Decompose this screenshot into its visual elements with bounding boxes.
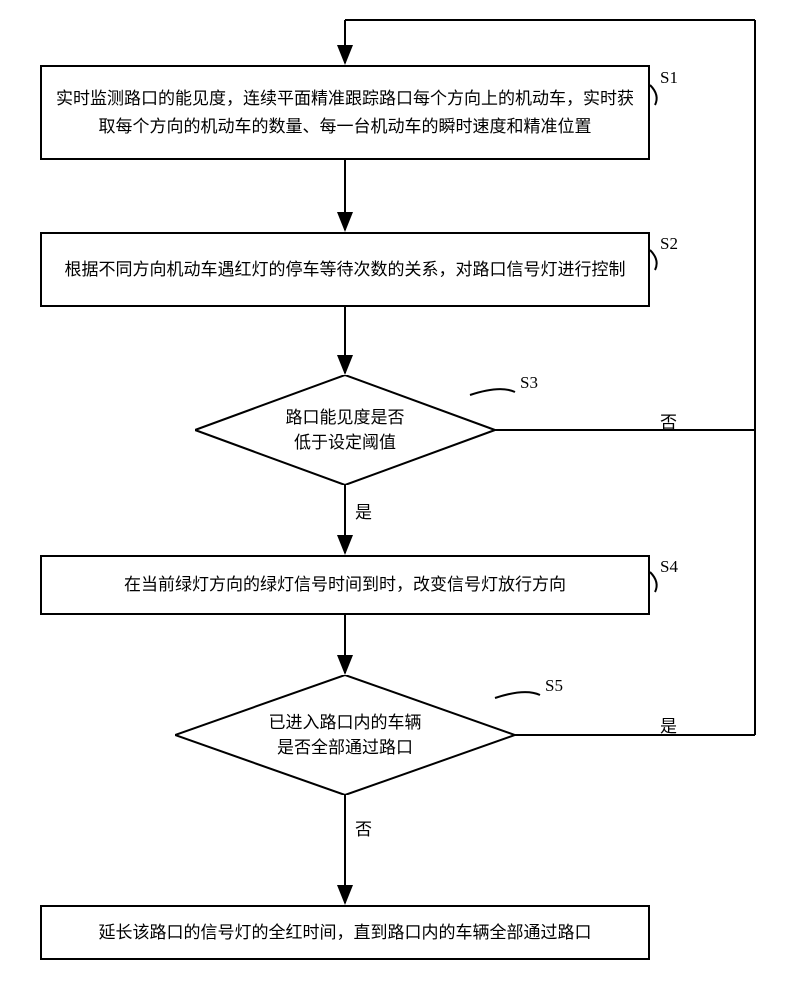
label-s3: S3 — [520, 373, 538, 393]
s3-yes-label: 是 — [355, 498, 372, 523]
process-s2: 根据不同方向机动车遇红灯的停车等待次数的关系，对路口信号灯进行控制 — [40, 232, 650, 307]
label-s2-text: S2 — [660, 234, 678, 253]
label-s5-text: S5 — [545, 676, 563, 695]
s5-no-text: 否 — [355, 820, 372, 839]
decision-s3-text: 路口能见度是否 低于设定阈值 — [286, 405, 405, 456]
s3-no-label: 否 — [660, 408, 677, 433]
flowchart-container: 实时监测路口的能见度，连续平面精准跟踪路口每个方向上的机动车，实时获取每个方向的… — [0, 0, 798, 1000]
s3-no-text: 否 — [660, 413, 677, 432]
decision-s3-text-wrap: 路口能见度是否 低于设定阈值 — [195, 375, 495, 485]
label-s3-text: S3 — [520, 373, 538, 392]
s5-yes-label: 是 — [660, 712, 677, 737]
process-s4-text: 在当前绿灯方向的绿灯信号时间到时，改变信号灯放行方向 — [124, 571, 566, 598]
s5-yes-text: 是 — [660, 717, 677, 736]
process-s1: 实时监测路口的能见度，连续平面精准跟踪路口每个方向上的机动车，实时获取每个方向的… — [40, 65, 650, 160]
label-s1-text: S1 — [660, 68, 678, 87]
label-s5: S5 — [545, 676, 563, 696]
label-s4-text: S4 — [660, 557, 678, 576]
process-s6-text: 延长该路口的信号灯的全红时间，直到路口内的车辆全部通过路口 — [99, 919, 592, 946]
decision-s5-text-wrap: 已进入路口内的车辆 是否全部通过路口 — [175, 675, 515, 795]
process-s4: 在当前绿灯方向的绿灯信号时间到时，改变信号灯放行方向 — [40, 555, 650, 615]
decision-s5-text: 已进入路口内的车辆 是否全部通过路口 — [269, 710, 422, 761]
process-s1-text: 实时监测路口的能见度，连续平面精准跟踪路口每个方向上的机动车，实时获取每个方向的… — [54, 85, 636, 139]
process-s2-text: 根据不同方向机动车遇红灯的停车等待次数的关系，对路口信号灯进行控制 — [65, 256, 626, 283]
s3-yes-text: 是 — [355, 503, 372, 522]
s5-no-label: 否 — [355, 815, 372, 840]
label-s4: S4 — [660, 557, 678, 577]
label-s2: S2 — [660, 234, 678, 254]
label-s1: S1 — [660, 68, 678, 88]
process-s6: 延长该路口的信号灯的全红时间，直到路口内的车辆全部通过路口 — [40, 905, 650, 960]
